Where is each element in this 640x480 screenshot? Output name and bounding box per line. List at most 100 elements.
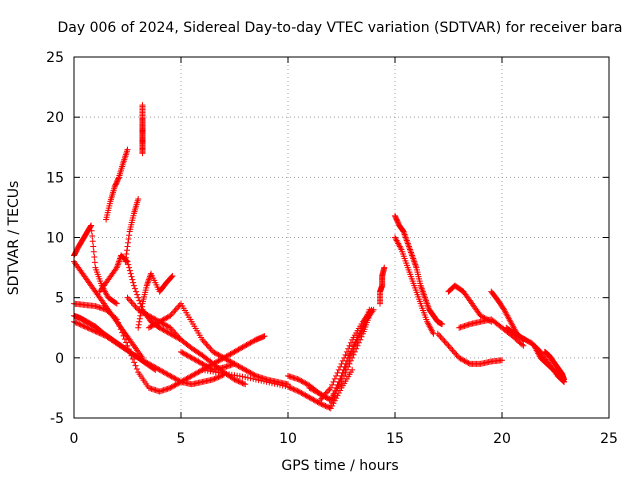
- y-tick-label: 5: [55, 291, 64, 307]
- data-point-marker: [325, 387, 332, 394]
- data-point-marker: [330, 378, 337, 385]
- data-point-marker: [123, 257, 130, 264]
- data-point-marker: [126, 267, 133, 274]
- data-point-marker: [331, 375, 338, 382]
- series-arc7: [71, 312, 159, 373]
- data-point-marker: [327, 384, 334, 391]
- data-point-marker: [261, 333, 268, 340]
- data-point-marker: [349, 366, 356, 373]
- data-point-marker: [173, 305, 180, 312]
- data-point-marker: [131, 302, 138, 309]
- data-point-marker: [152, 366, 159, 373]
- data-point-marker: [135, 294, 142, 301]
- data-point-marker: [137, 309, 144, 316]
- data-point-marker: [83, 324, 90, 331]
- series-arc13: [178, 348, 291, 388]
- data-point-marker: [436, 332, 443, 339]
- data-point-marker: [329, 381, 336, 388]
- data-point-marker: [175, 303, 182, 310]
- data-point-marker: [204, 342, 211, 349]
- data-point-marker: [441, 338, 448, 345]
- data-point-marker: [137, 312, 144, 319]
- data-marks: [71, 102, 568, 412]
- data-point-marker: [439, 321, 446, 328]
- data-point-marker: [216, 373, 223, 380]
- data-point-marker: [255, 377, 262, 384]
- data-point-marker: [90, 248, 97, 255]
- data-point-marker: [211, 375, 218, 382]
- data-point-marker: [72, 319, 79, 326]
- data-point-marker: [242, 374, 249, 381]
- data-point-marker: [123, 339, 130, 346]
- data-point-marker: [134, 291, 141, 298]
- data-point-marker: [77, 321, 84, 328]
- data-point-marker: [337, 375, 344, 382]
- data-point-marker: [91, 254, 98, 261]
- data-point-marker: [127, 270, 134, 277]
- series-arc21: [392, 234, 437, 337]
- data-point-marker: [325, 404, 332, 411]
- data-point-marker: [465, 360, 472, 367]
- x-tick-label: 20: [493, 431, 511, 447]
- data-point-marker: [88, 326, 95, 333]
- data-point-marker: [75, 320, 82, 327]
- data-point-marker: [88, 222, 95, 229]
- data-point-marker: [73, 319, 80, 326]
- data-point-marker: [130, 282, 137, 289]
- data-point-marker: [139, 102, 146, 109]
- data-point-marker: [343, 348, 350, 355]
- data-point-marker: [434, 330, 441, 337]
- data-point-marker: [333, 387, 340, 394]
- data-point-marker: [238, 379, 245, 386]
- data-point-marker: [128, 299, 135, 306]
- data-point-marker: [239, 380, 246, 387]
- y-tick-label: -5: [50, 411, 64, 427]
- data-point-marker: [263, 378, 270, 385]
- data-point-marker: [341, 363, 348, 370]
- y-tick-label: 15: [46, 170, 64, 186]
- data-point-marker: [124, 294, 131, 301]
- data-point-marker: [127, 297, 134, 304]
- data-point-marker: [271, 380, 278, 387]
- data-point-marker: [331, 393, 338, 400]
- data-point-marker: [125, 236, 132, 243]
- data-point-marker: [260, 378, 267, 385]
- data-point-marker: [176, 378, 183, 385]
- data-point-marker: [328, 399, 335, 406]
- data-point-marker: [323, 403, 330, 410]
- data-point-marker: [381, 264, 388, 271]
- data-point-marker: [449, 347, 456, 354]
- series-arc8: [71, 258, 146, 361]
- data-point-marker: [139, 354, 146, 361]
- data-point-marker: [252, 376, 259, 383]
- data-point-marker: [81, 323, 88, 330]
- data-point-marker: [132, 362, 139, 369]
- data-point-marker: [123, 247, 130, 254]
- data-point-marker: [202, 339, 209, 346]
- data-point-marker: [136, 318, 143, 325]
- data-point-marker: [446, 344, 453, 351]
- data-point-marker: [274, 381, 281, 388]
- x-tick-label: 15: [386, 431, 404, 447]
- data-point-marker: [333, 372, 340, 379]
- data-point-marker: [327, 402, 334, 409]
- data-point-marker: [112, 299, 119, 306]
- data-point-marker: [247, 375, 254, 382]
- data-point-marker: [499, 357, 505, 364]
- series-arc23: [445, 282, 495, 325]
- data-point-marker: [76, 321, 83, 328]
- series-arc18: [327, 306, 377, 409]
- data-point-marker: [126, 264, 133, 271]
- data-point-marker: [438, 335, 445, 342]
- y-tick-label: 0: [55, 351, 64, 367]
- data-point-marker: [329, 396, 336, 403]
- data-point-marker: [136, 315, 143, 322]
- data-point-marker: [138, 303, 145, 310]
- series-arc11: [135, 270, 176, 331]
- data-point-marker: [519, 341, 526, 348]
- data-point-marker: [214, 374, 221, 381]
- data-point-marker: [342, 351, 349, 358]
- data-point-marker: [80, 322, 87, 329]
- data-point-marker: [250, 375, 257, 382]
- data-point-marker: [91, 259, 98, 266]
